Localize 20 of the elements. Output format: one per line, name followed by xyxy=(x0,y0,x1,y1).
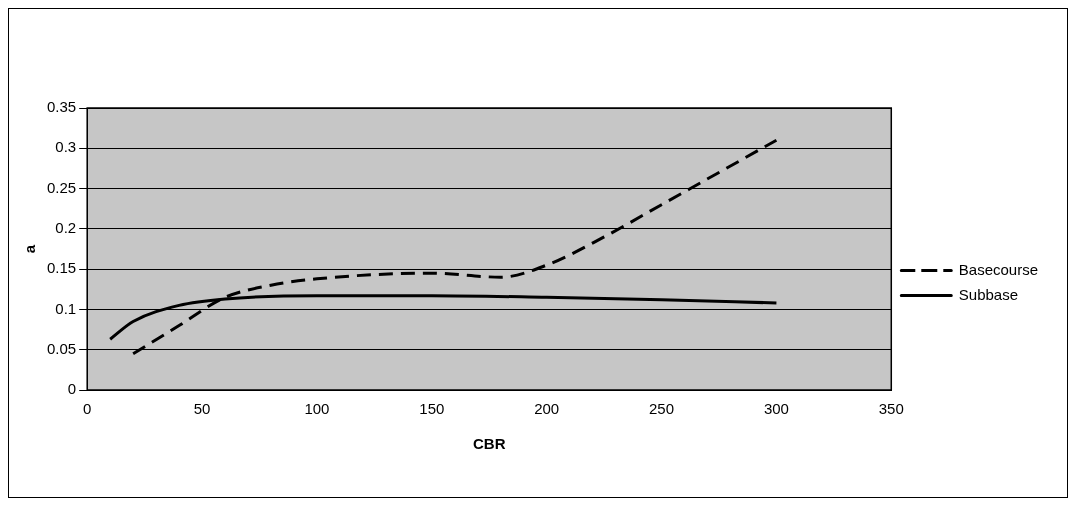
x-tick-label: 350 xyxy=(878,400,904,418)
x-axis-title: CBR xyxy=(472,435,506,453)
y-tick-label: 0.15 xyxy=(46,259,77,277)
y-tick-label: 0 xyxy=(67,380,77,398)
y-axis-title: a xyxy=(21,244,39,254)
y-tick-label: 0.3 xyxy=(55,138,77,156)
x-tick-label: 100 xyxy=(304,400,330,418)
x-tick-label: 0 xyxy=(83,400,92,418)
x-tick-label: 300 xyxy=(763,400,789,418)
legend-label: Subbase xyxy=(958,285,1019,303)
y-tick-label: 0.05 xyxy=(46,339,77,357)
y-tick-label: 0.2 xyxy=(55,219,77,236)
legend-label: Basecourse xyxy=(958,260,1039,278)
x-tick-label: 250 xyxy=(649,400,675,418)
x-tick-label: 150 xyxy=(419,400,445,418)
y-tick-label: 0.1 xyxy=(55,299,77,317)
x-tick-label: 50 xyxy=(193,400,211,418)
y-tick-label: 0.35 xyxy=(46,98,77,116)
y-tick-label: 0.25 xyxy=(46,178,77,196)
x-tick-label: 200 xyxy=(534,400,560,418)
